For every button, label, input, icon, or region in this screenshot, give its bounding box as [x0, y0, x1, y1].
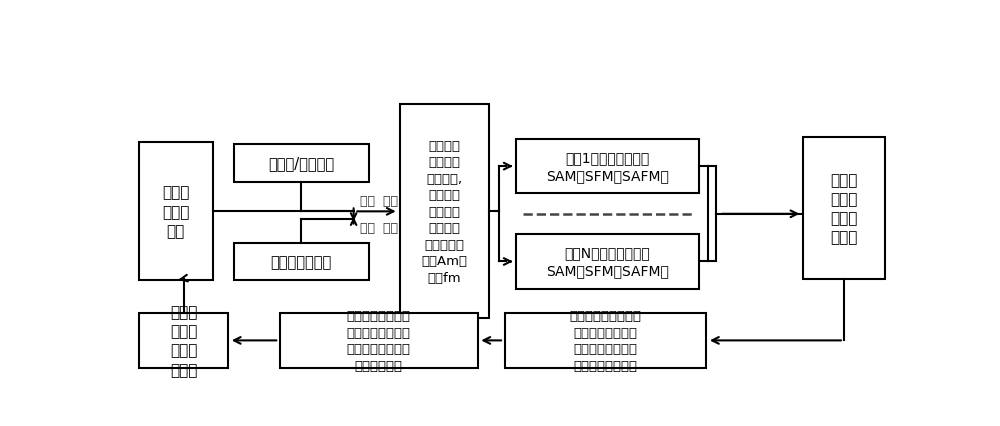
Bar — [400, 105, 489, 319]
Bar — [139, 143, 213, 281]
Bar — [234, 144, 369, 182]
Bar — [505, 314, 706, 368]
Bar — [139, 314, 228, 368]
Text: 通道N信号调制处理：
SAM、SFM、SAFM等: 通道N信号调制处理： SAM、SFM、SAFM等 — [546, 246, 669, 278]
Bar — [280, 314, 478, 368]
Text: 通道1信号调制处理：
SAM、SFM、SAFM等: 通道1信号调制处理： SAM、SFM、SAFM等 — [546, 151, 669, 183]
Text: 根据检测信号分型，
结合诊断信息，叠
加背景声、波形处
理、听力阈值叠加: 根据检测信号分型， 结合诊断信息，叠 加背景声、波形处 理、听力阈值叠加 — [570, 309, 642, 372]
Text: 神经功
能障碍
患者: 神经功 能障碍 患者 — [162, 185, 189, 239]
Bar — [516, 140, 698, 194]
Text: 实施声
学刺激
神经调
控治疗: 实施声 学刺激 神经调 控治疗 — [170, 305, 197, 377]
Text: 多通道
多模态
调制信
号合成: 多通道 多模态 调制信 号合成 — [830, 173, 858, 245]
Text: 听觉主/客观检测: 听觉主/客观检测 — [268, 156, 334, 171]
Text: 脑机  接口: 脑机 接口 — [360, 221, 398, 234]
Text: 脑机  接口: 脑机 接口 — [360, 195, 398, 208]
Bar — [234, 243, 369, 281]
Text: 个性化多通道多模
态声学刺激神经调
控治疗方案制定及
迭代优化处理: 个性化多通道多模 态声学刺激神经调 控治疗方案制定及 迭代优化处理 — [347, 309, 411, 372]
Text: 非听觉客观检测: 非听觉客观检测 — [271, 254, 332, 269]
Text: 信号分型
和转换分
析及分解,
获得多个
通道的信
号特征参
数：波形、
波幅Am、
频率fm: 信号分型 和转换分 析及分解, 获得多个 通道的信 号特征参 数：波形、 波幅A… — [422, 140, 468, 284]
Bar — [516, 235, 698, 289]
Bar — [803, 138, 885, 279]
